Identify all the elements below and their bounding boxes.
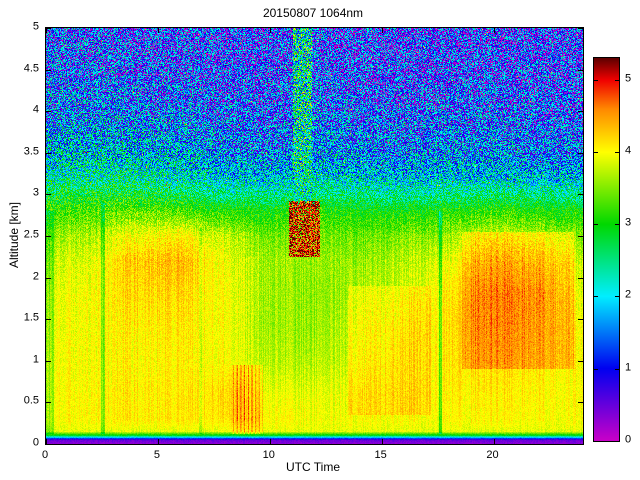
x-tick-label: 15 <box>374 449 387 461</box>
colorbar-tick-label: 1 <box>625 361 632 374</box>
y-tick-label: 4 <box>32 103 39 116</box>
y-tick-label: 0 <box>32 436 39 449</box>
colorbar-canvas <box>593 57 620 442</box>
colorbar-tick-label: 2 <box>625 288 632 301</box>
x-tick-label: 0 <box>41 449 49 461</box>
x-tick-label: 20 <box>486 449 499 461</box>
y-tick-label: 1 <box>32 353 39 366</box>
y-tick-label: 4.5 <box>23 62 39 75</box>
y-tick-label: 5 <box>32 20 39 33</box>
y-tick-label: 2 <box>32 270 39 283</box>
y-tick-label: 2.5 <box>23 228 39 241</box>
heatmap-canvas <box>45 27 584 445</box>
y-tick-label: 0.5 <box>23 394 39 407</box>
x-tick-label: 5 <box>153 449 160 461</box>
y-tick-label: 3.5 <box>23 145 39 158</box>
y-tick-label: 1.5 <box>23 311 39 324</box>
colorbar-tick-label: 4 <box>625 144 632 157</box>
colorbar-tick-label: 0 <box>625 433 632 446</box>
colorbar-tick-label: 5 <box>625 72 632 85</box>
y-tick-label: 3 <box>32 186 39 199</box>
x-axis-label: UTC Time <box>286 460 340 474</box>
colorbar-tick-label: 3 <box>625 216 632 229</box>
chart-title: 20150807 1064nm <box>262 6 364 20</box>
x-tick-label: 10 <box>262 449 275 461</box>
